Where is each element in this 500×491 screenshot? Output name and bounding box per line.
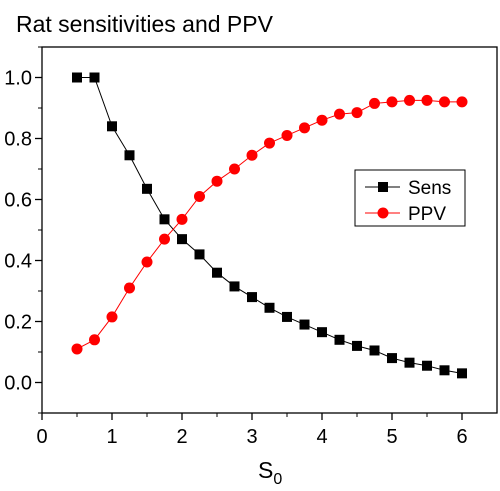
data-point-sens xyxy=(387,353,397,364)
data-point-ppv xyxy=(281,129,293,141)
data-point-ppv xyxy=(141,256,153,268)
x-tick-label: 0 xyxy=(36,426,47,448)
data-point-sens xyxy=(194,249,205,260)
axes: 0 1 2 3 4 5 6 0.0 0.2 0.4 0.6 0.8 1.0 xyxy=(4,46,498,448)
legend-sens-label: Sens xyxy=(408,178,451,199)
data-point-ppv xyxy=(229,163,240,175)
data-point-ppv xyxy=(194,190,205,202)
data-point-sens xyxy=(282,311,292,322)
x-axis-title: S0 xyxy=(258,457,282,488)
x-tick-label: 6 xyxy=(456,426,467,448)
legend-ppv-label: PPV xyxy=(408,204,446,225)
legend: Sens PPV xyxy=(354,169,466,227)
x-tick-label: 4 xyxy=(316,426,327,448)
data-point-sens xyxy=(404,357,415,368)
y-tick-label: 0.6 xyxy=(4,190,32,212)
data-point-sens xyxy=(72,72,82,83)
data-point-ppv xyxy=(299,122,310,134)
y-tick-label: 0.8 xyxy=(4,129,32,151)
data-point-sens xyxy=(264,302,275,313)
data-point-sens xyxy=(177,234,187,245)
y-tick-label: 0.2 xyxy=(4,312,32,334)
data-point-sens xyxy=(457,368,467,379)
data-point-ppv xyxy=(334,108,345,120)
y-tick-label: 0.4 xyxy=(4,251,32,273)
x-tick-label: 2 xyxy=(176,426,187,448)
data-point-ppv xyxy=(211,175,223,187)
data-point-sens xyxy=(124,150,135,161)
data-point-ppv xyxy=(456,96,468,108)
data-point-ppv xyxy=(421,94,433,106)
data-point-sens xyxy=(229,281,240,292)
x-axis-title-sub: 0 xyxy=(273,471,282,488)
x-tick-label: 3 xyxy=(246,426,257,448)
data-point-sens xyxy=(422,360,432,371)
legend-sens-marker xyxy=(378,182,388,192)
data-point-sens xyxy=(352,340,362,351)
data-point-ppv xyxy=(106,311,118,323)
legend-box xyxy=(354,169,466,227)
data-point-sens xyxy=(89,72,100,83)
data-point-sens xyxy=(439,365,450,376)
data-point-ppv xyxy=(351,107,363,119)
data-point-sens xyxy=(212,267,222,278)
data-point-sens xyxy=(299,319,310,330)
data-point-ppv xyxy=(71,343,83,355)
data-point-sens xyxy=(159,214,170,225)
data-point-sens xyxy=(317,327,327,338)
data-point-sens xyxy=(247,292,257,303)
data-point-ppv xyxy=(264,137,275,149)
data-point-ppv xyxy=(159,233,170,245)
data-point-sens xyxy=(369,345,380,356)
y-tick-label: 1.0 xyxy=(4,68,32,90)
data-point-ppv xyxy=(439,96,450,108)
data-point-ppv xyxy=(316,114,328,126)
y-tick-label: 0.0 xyxy=(4,373,32,395)
series-layer xyxy=(71,72,468,379)
x-tick-label: 5 xyxy=(386,426,397,448)
data-point-ppv xyxy=(386,96,398,108)
data-point-sens xyxy=(142,183,152,194)
data-point-ppv xyxy=(176,213,188,225)
data-point-sens xyxy=(107,121,117,132)
data-point-ppv xyxy=(404,94,415,106)
x-tick-label: 1 xyxy=(106,426,117,448)
data-point-ppv xyxy=(124,282,135,294)
data-point-ppv xyxy=(369,97,380,109)
x-axis-title-main: S xyxy=(258,457,273,483)
legend-ppv-marker xyxy=(377,207,389,219)
data-point-sens xyxy=(334,334,345,345)
data-point-ppv xyxy=(246,149,258,161)
data-point-ppv xyxy=(89,334,100,346)
chart-title: Rat sensitivities and PPV xyxy=(16,11,274,37)
